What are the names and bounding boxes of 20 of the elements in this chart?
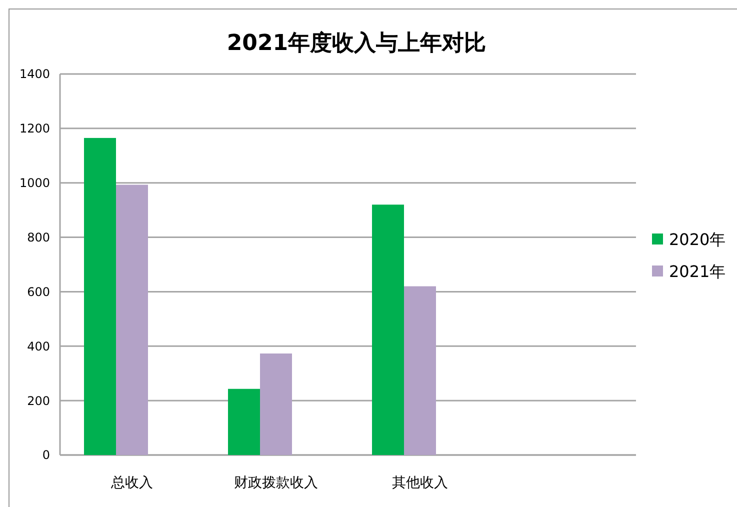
y-tick-label: 800 [27,230,50,244]
chart-title: 2021年度收入与上年对比 [226,30,486,56]
bar [228,388,260,455]
y-tick-label: 1000 [19,176,50,190]
bar [404,286,436,455]
y-tick-label: 1200 [19,122,50,136]
x-tick-label: 总收入 [110,475,153,491]
bar [260,353,292,455]
y-tick-label: 400 [27,339,50,354]
y-tick-label: 600 [27,284,50,299]
x-tick-label: 其他收入 [392,475,448,491]
legend-label: 2020年 [669,230,726,250]
y-tick-label: 0 [42,448,50,462]
bar [372,204,404,455]
x-tick-label: 财政拨款收入 [234,475,318,491]
y-tick-label: 200 [27,394,50,408]
legend-label: 2021年 [669,262,726,282]
y-tick-label: 1400 [19,67,50,82]
bar [84,138,116,455]
bar [116,184,148,455]
